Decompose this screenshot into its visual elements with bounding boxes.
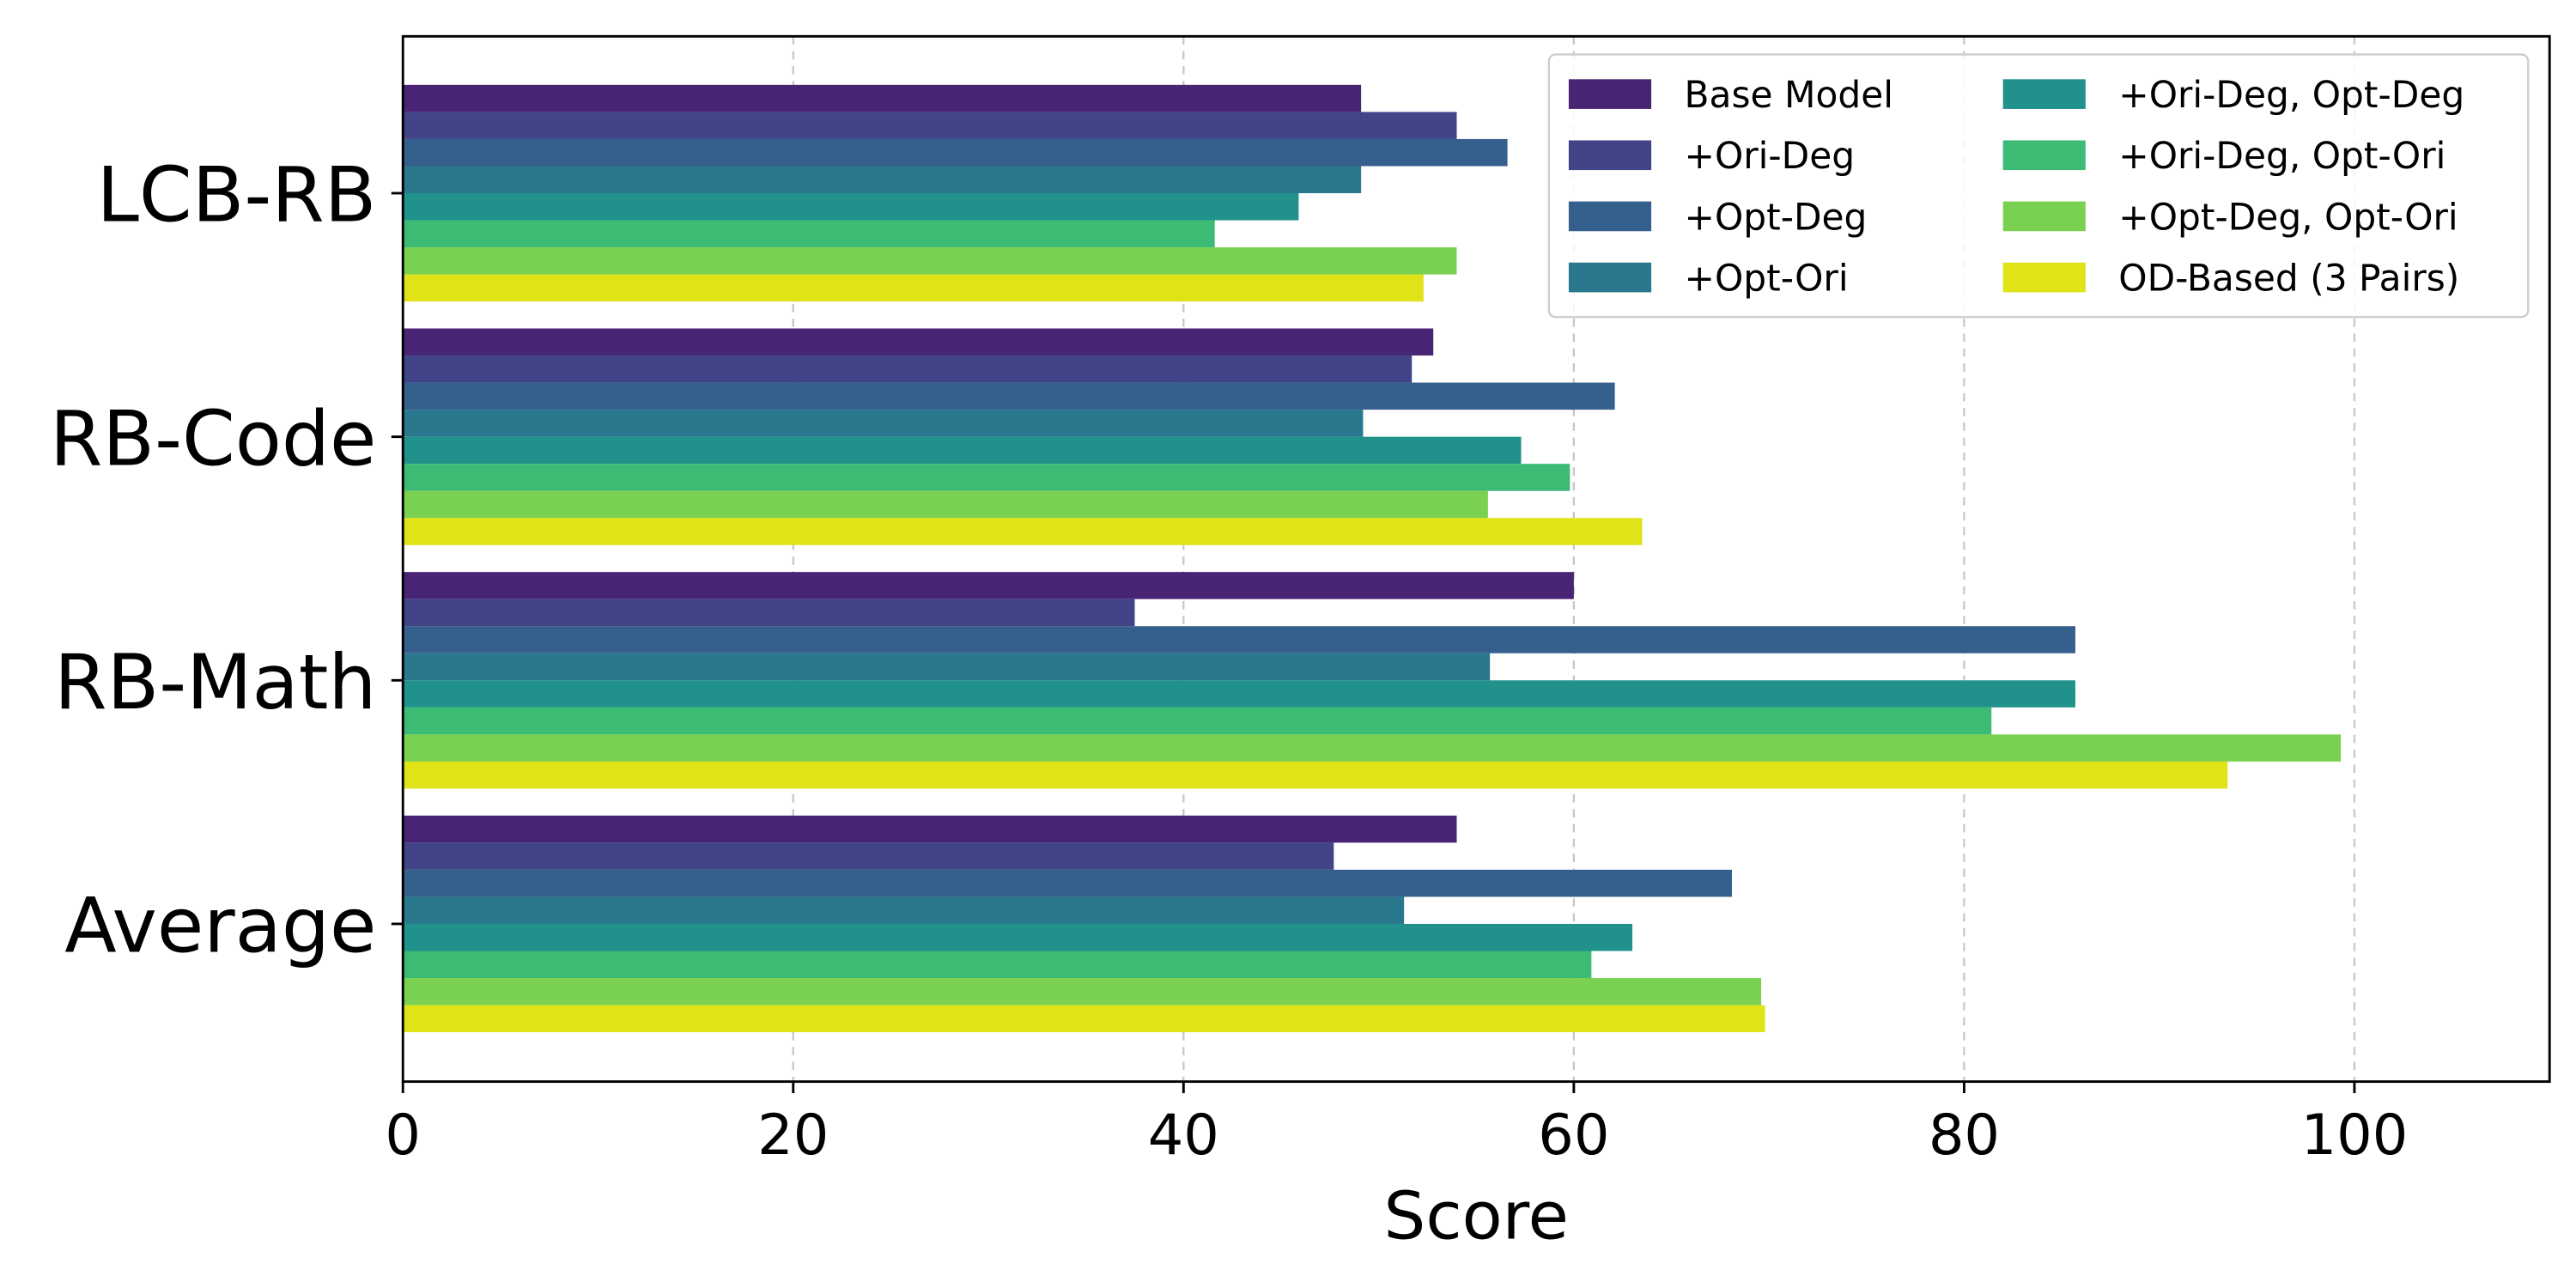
bar bbox=[403, 626, 2075, 653]
bar bbox=[403, 598, 1135, 627]
bar bbox=[403, 572, 1574, 599]
bar bbox=[403, 166, 1362, 193]
bar bbox=[403, 274, 1424, 302]
legend-swatch bbox=[2002, 201, 2086, 232]
bar bbox=[403, 1005, 1765, 1033]
legend-label: Base Model bbox=[1685, 74, 1893, 116]
bar bbox=[403, 490, 1488, 519]
bar bbox=[403, 734, 2342, 762]
legend-swatch bbox=[1568, 79, 1652, 109]
bar bbox=[403, 978, 1762, 1005]
legend-label: +Opt-Deg, Opt-Ori bbox=[2118, 196, 2458, 238]
legend-label: +Opt-Deg bbox=[1685, 196, 1868, 238]
bar bbox=[403, 761, 2228, 789]
bars bbox=[403, 84, 2342, 1033]
bar bbox=[403, 220, 1215, 248]
bar bbox=[403, 680, 2075, 708]
bar bbox=[403, 815, 1457, 843]
legend-swatch bbox=[1568, 201, 1652, 232]
y-tick-label: Average bbox=[64, 882, 376, 970]
legend-swatch bbox=[2002, 79, 2086, 109]
bar bbox=[403, 707, 1992, 735]
bar bbox=[403, 951, 1592, 979]
y-axis-ticks: LCB-RB RB-Code RB-Math Average bbox=[50, 151, 404, 970]
x-tick-label: 20 bbox=[757, 1103, 829, 1168]
x-axis-ticks: 0 20 40 60 80 100 bbox=[385, 1081, 2409, 1168]
bar bbox=[403, 247, 1457, 275]
bar bbox=[403, 842, 1334, 870]
legend-swatch bbox=[2002, 140, 2086, 171]
y-tick-label: LCB-RB bbox=[97, 151, 377, 240]
y-tick-label: RB-Math bbox=[54, 638, 376, 726]
bar bbox=[403, 464, 1571, 491]
x-tick-label: 100 bbox=[2301, 1103, 2409, 1168]
y-tick-label: RB-Code bbox=[50, 394, 377, 483]
bar bbox=[403, 328, 1434, 356]
legend-swatch bbox=[2002, 262, 2086, 293]
bar bbox=[403, 410, 1364, 437]
legend-label: +Ori-Deg bbox=[1685, 135, 1856, 177]
plot-area-frame bbox=[401, 34, 2551, 1084]
x-tick-label: 0 bbox=[385, 1103, 421, 1168]
bar bbox=[403, 112, 1457, 139]
x-tick-label: 80 bbox=[1929, 1103, 2000, 1168]
legend-swatch bbox=[1568, 262, 1652, 293]
bar bbox=[403, 84, 1362, 112]
bar bbox=[403, 138, 1508, 167]
grid-lines bbox=[792, 36, 2356, 1082]
legend-label: +Ori-Deg, Opt-Ori bbox=[2118, 135, 2445, 177]
legend-swatch bbox=[1568, 140, 1652, 171]
bar bbox=[403, 193, 1299, 221]
bar bbox=[403, 923, 1633, 951]
legend-label: OD-Based (3 Pairs) bbox=[2118, 257, 2459, 299]
bar bbox=[403, 355, 1413, 383]
legend: Base Model +Ori-Deg +Opt-Deg +Opt-Ori +Ori-D… bbox=[1547, 53, 2530, 319]
legend-label: +Ori-Deg, Opt-Deg bbox=[2118, 74, 2464, 116]
bar bbox=[403, 436, 1522, 465]
bar bbox=[403, 653, 1491, 681]
legend-box bbox=[1547, 53, 2530, 319]
x-tick-label: 40 bbox=[1148, 1103, 1219, 1168]
bar bbox=[403, 382, 1615, 410]
bar bbox=[403, 896, 1405, 924]
bar bbox=[403, 869, 1732, 897]
bar bbox=[403, 518, 1643, 545]
legend-label: +Opt-Ori bbox=[1685, 257, 1849, 299]
x-axis-label: Score bbox=[1384, 1178, 1569, 1255]
x-tick-label: 60 bbox=[1538, 1103, 1609, 1168]
